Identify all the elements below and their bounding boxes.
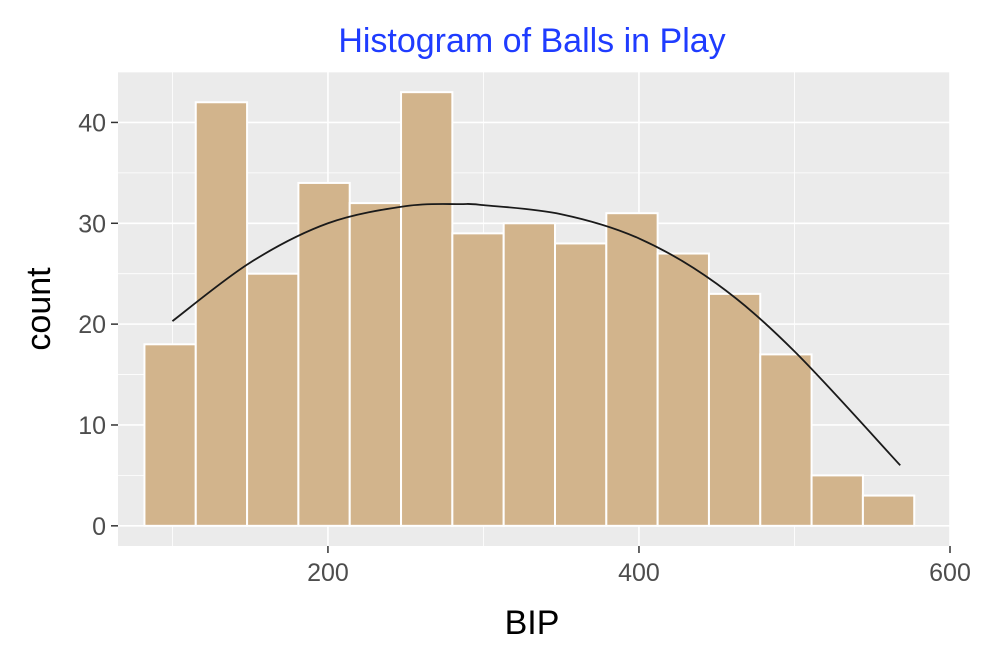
- y-tick-label: 40: [78, 109, 106, 137]
- y-tick-label: 10: [78, 412, 106, 440]
- x-tick-label: 600: [929, 559, 971, 587]
- histogram-bar: [861, 494, 916, 527]
- y-axis: 0 10 20 30 40: [78, 109, 118, 541]
- histogram-bar: [400, 91, 454, 527]
- histogram-bar: [246, 272, 300, 527]
- bars: [143, 91, 916, 527]
- chart-title: Histogram of Balls in Play: [338, 22, 725, 60]
- histogram-bar: [605, 212, 659, 527]
- x-tick-label: 400: [618, 559, 660, 587]
- histogram-bar: [707, 292, 762, 527]
- histogram-bar: [810, 474, 864, 527]
- histogram-bar: [502, 222, 556, 527]
- histogram-bar: [297, 181, 351, 527]
- y-tick-label: 0: [92, 513, 106, 541]
- x-tick-label: 200: [307, 559, 349, 587]
- y-tick-label: 20: [78, 311, 106, 339]
- histogram-bar: [143, 343, 197, 527]
- fit-curve: [171, 203, 901, 466]
- histogram-bar: [553, 242, 608, 527]
- y-axis-title: count: [20, 267, 58, 351]
- x-axis: 200 400 600: [307, 546, 971, 587]
- histogram-bar: [194, 101, 249, 527]
- histogram-bar: [759, 353, 813, 527]
- x-axis-title: BIP: [505, 604, 560, 642]
- histogram-bar: [656, 252, 710, 527]
- histogram-bar: [451, 232, 505, 527]
- y-tick-label: 30: [78, 210, 106, 238]
- histogram-bar: [348, 202, 403, 527]
